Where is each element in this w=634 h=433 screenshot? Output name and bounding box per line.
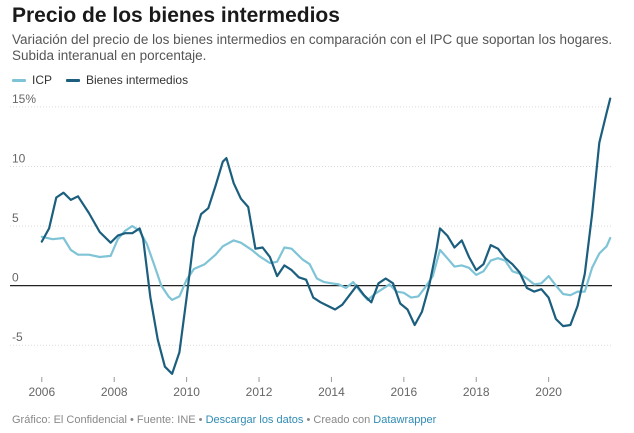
grid-lines [10,106,612,346]
legend-item-icp[interactable]: ICP [12,73,52,87]
x-tick-label: 2012 [246,385,273,399]
y-tick-label: 15% [12,92,36,106]
legend-item-bienes-intermedios[interactable]: Bienes intermedios [66,73,188,87]
x-axis: 2006 2008 2010 2012 2014 2016 2018 2020 [28,377,562,399]
x-tick-label: 2018 [463,385,490,399]
series-lines [40,97,612,375]
legend-label-icp: ICP [32,73,53,87]
x-tick-label: 2016 [390,385,417,399]
footer-created-with: • Creado con [303,414,374,426]
series-line-icp [40,225,612,301]
series-line-bienes-intermedios [40,97,612,375]
y-tick-label: 10 [12,151,26,165]
x-tick-label: 2020 [535,385,562,399]
legend: ICP Bienes intermedios [12,73,188,87]
footer-credits: Gráfico: El Confidencial • Fuente: INE • [12,414,206,426]
legend-swatch-icp [12,78,26,82]
x-tick-label: 2014 [318,385,345,399]
legend-swatch-bienes-intermedios [66,78,81,82]
legend-label-bienes-intermedios: Bienes intermedios [86,73,189,87]
y-tick-label: 0 [12,271,19,285]
footer: Gráfico: El Confidencial • Fuente: INE •… [12,414,436,426]
chart-title: Precio de los bienes intermedios [12,4,340,27]
x-tick-label: 2010 [173,385,200,399]
datawrapper-link[interactable]: Datawrapper [373,414,437,426]
y-tick-label: -5 [12,330,23,344]
download-data-link[interactable]: Descargar los datos [205,414,304,426]
x-tick-label: 2008 [101,385,128,399]
chart-subtitle: Variación del precio de los bienes inter… [12,32,613,63]
y-tick-label: 5 [12,211,19,225]
y-axis-labels: 15% 10 5 0 -5 [12,92,36,344]
x-tick-label: 2006 [28,385,55,399]
